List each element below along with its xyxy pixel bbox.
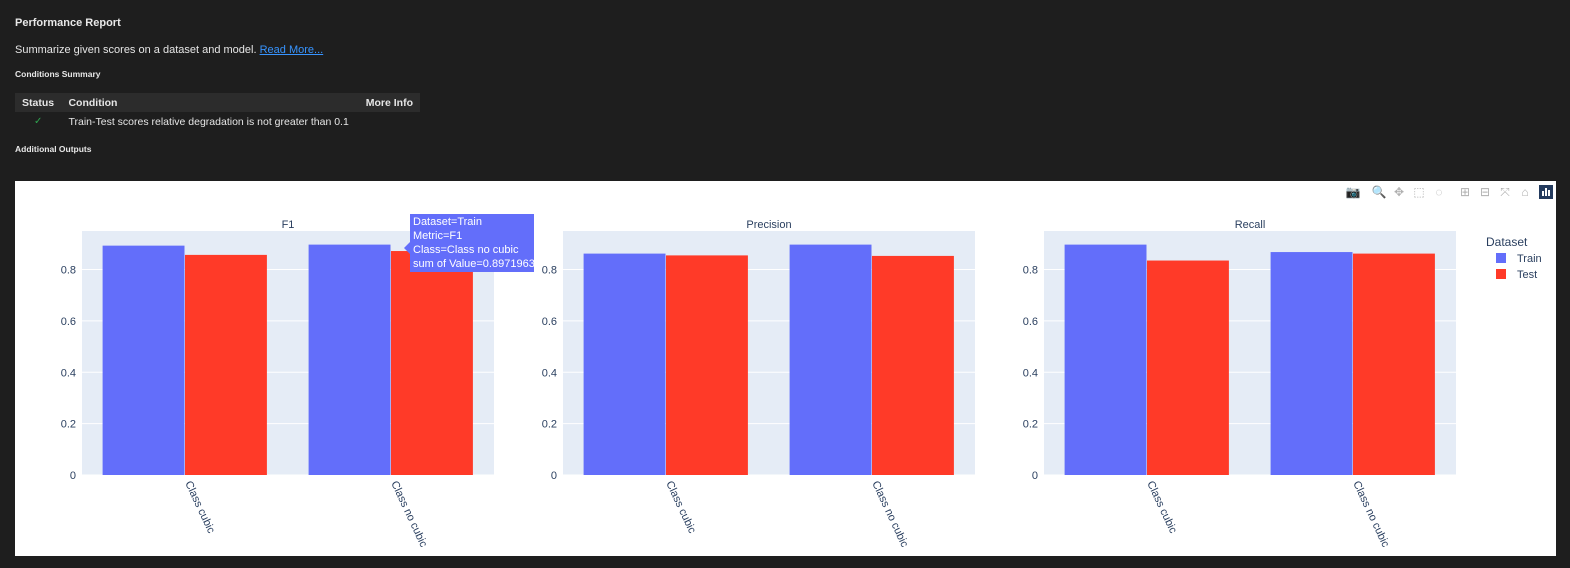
bar-test <box>1147 260 1229 475</box>
bar-test <box>872 255 954 475</box>
y-tick-label: 0.6 <box>1023 316 1038 328</box>
condition-cell: Train-Test scores relative degradation i… <box>68 115 349 128</box>
zoom-icon[interactable]: 🔍 <box>1371 185 1387 199</box>
y-tick-label: 0 <box>1032 470 1038 482</box>
y-tick-label: 0.4 <box>542 367 557 379</box>
y-tick-label: 0.2 <box>542 419 557 431</box>
conditions-table-header: Status Condition More Info <box>15 93 420 112</box>
read-more-link[interactable]: Read More... <box>259 44 324 56</box>
bar-train <box>583 253 666 475</box>
y-tick-label: 0.4 <box>61 367 76 379</box>
table-row: ✓ Train-Test scores relative degradation… <box>15 112 420 131</box>
x-tick-label: Class no cubic <box>1350 479 1391 549</box>
bar-train <box>1270 252 1353 475</box>
legend-title: Dataset <box>1486 235 1528 249</box>
bar-test <box>185 254 267 475</box>
x-tick-label: Class cubic <box>182 479 217 535</box>
legend-swatch <box>1496 269 1506 279</box>
more-info-header: More Info <box>358 93 420 112</box>
zoom-out-icon[interactable]: ⊟ <box>1479 185 1491 199</box>
tooltip-metric: Metric=F1 <box>413 230 463 242</box>
y-tick-label: 0.8 <box>542 265 557 277</box>
tooltip-value: sum of Value=0.8971963 <box>413 258 535 270</box>
legend-swatch <box>1496 253 1506 263</box>
bar-test <box>1353 253 1435 475</box>
bar-train <box>308 244 391 475</box>
plotly-logo-icon[interactable] <box>1539 185 1553 199</box>
tooltip-class: Class=Class no cubic <box>413 244 519 256</box>
y-tick-label: 0 <box>70 470 76 482</box>
condition-header: Condition <box>61 93 359 112</box>
zoom-in-icon[interactable]: ⊞ <box>1459 185 1471 199</box>
box-select-icon[interactable]: ⬚ <box>1413 185 1425 199</box>
bar-train <box>1064 244 1147 475</box>
x-tick-label: Class cubic <box>1144 479 1179 535</box>
subplot-title: Precision <box>746 219 791 231</box>
more-info-cell <box>358 112 420 131</box>
autoscale-icon[interactable]: ⤧ <box>1500 184 1510 199</box>
camera-icon[interactable]: 📷 <box>1345 185 1361 199</box>
status-header: Status <box>15 93 62 112</box>
y-tick-label: 0.2 <box>1023 419 1038 431</box>
x-tick-label: Class cubic <box>663 479 698 535</box>
bar-train <box>102 245 185 475</box>
legend-item-label: Train <box>1517 253 1542 265</box>
y-tick-label: 0.8 <box>1023 265 1038 277</box>
y-tick-label: 0.2 <box>61 419 76 431</box>
description-text: Summarize given scores on a dataset and … <box>15 44 257 56</box>
conditions-table: Status Condition More Info ✓ Train-Test … <box>15 93 420 131</box>
x-tick-label: Class no cubic <box>388 479 429 549</box>
report-title: Performance Report <box>15 17 121 29</box>
plot-area: 📷 🔍 ✥ ⬚ ◌ ⊞ ⊟ ⤧ ⌂ 0 0.2 0.4 0.6 0.8 F1 Class c… <box>15 181 1556 556</box>
subplot-title: F1 <box>282 219 295 231</box>
reset-axes-icon[interactable]: ⌂ <box>1521 185 1529 199</box>
report-description: Summarize given scores on a dataset and … <box>15 44 323 56</box>
bar-train <box>789 244 872 475</box>
bar-test <box>391 251 473 475</box>
bar-chart: 0 0.2 0.4 0.6 0.8 F1 Class cubic Class no cubic… <box>61 219 1542 550</box>
y-tick-label: 0.6 <box>61 316 76 328</box>
y-tick-label: 0.8 <box>61 265 76 277</box>
x-tick-label: Class no cubic <box>869 479 910 549</box>
bar-test <box>666 255 748 475</box>
additional-outputs-heading: Additional Outputs <box>15 144 92 154</box>
tooltip-dataset: Dataset=Train <box>413 216 482 228</box>
check-icon: ✓ <box>34 116 43 127</box>
modebar: 📷 🔍 ✥ ⬚ ◌ ⊞ ⊟ ⤧ ⌂ <box>1343 184 1553 200</box>
y-tick-label: 0.4 <box>1023 367 1038 379</box>
subplot-title: Recall <box>1235 219 1266 231</box>
legend-item-label: Test <box>1517 269 1537 281</box>
lasso-icon[interactable]: ◌ <box>1435 185 1443 199</box>
y-tick-label: 0 <box>551 470 557 482</box>
y-tick-label: 0.6 <box>542 316 557 328</box>
hover-tooltip: Dataset=Train Metric=F1 Class=Class no c… <box>404 214 535 272</box>
pan-icon[interactable]: ✥ <box>1393 185 1405 199</box>
conditions-summary-heading: Conditions Summary <box>15 69 101 79</box>
